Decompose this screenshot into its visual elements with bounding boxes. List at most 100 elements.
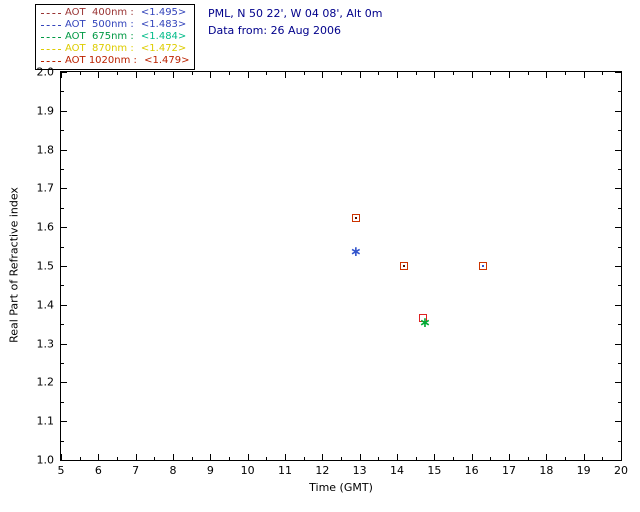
axis-tick bbox=[621, 72, 622, 78]
axis-tick bbox=[378, 72, 380, 75]
legend-label: AOT 400nm : bbox=[65, 7, 137, 18]
legend-row: AOT 1020nm : <1.479> bbox=[41, 55, 189, 67]
axis-tick bbox=[61, 169, 64, 170]
data-point-asterisk: ∗ bbox=[350, 244, 362, 261]
axis-tick bbox=[615, 227, 621, 229]
legend-value: <1.495> bbox=[140, 7, 187, 18]
axis-tick bbox=[471, 72, 473, 78]
x-tick-label: 16 bbox=[464, 464, 479, 477]
legend-line-sample-icon bbox=[41, 12, 61, 14]
axis-tick bbox=[61, 460, 67, 461]
axis-tick bbox=[135, 454, 137, 460]
data-point-asterisk: ∗ bbox=[419, 315, 431, 332]
axis-tick bbox=[191, 72, 193, 75]
legend-label: AOT 1020nm : bbox=[65, 55, 141, 66]
data-point-inner-dot bbox=[403, 265, 406, 267]
header-date: Data from: 26 Aug 2006 bbox=[208, 24, 342, 37]
axis-tick bbox=[61, 454, 62, 460]
x-tick-label: 18 bbox=[539, 464, 554, 477]
y-axis-title: Real Part of Refractive index bbox=[7, 187, 21, 343]
y-tick-label: 1.9 bbox=[36, 104, 55, 118]
axis-tick bbox=[61, 343, 67, 345]
axis-tick bbox=[618, 169, 621, 170]
axis-tick bbox=[210, 454, 212, 460]
legend-value: <1.472> bbox=[140, 43, 187, 54]
axis-tick bbox=[415, 457, 417, 460]
legend-label: AOT 675nm : bbox=[65, 31, 137, 42]
axis-tick bbox=[602, 72, 604, 75]
x-tick-label: 12 bbox=[315, 464, 330, 477]
axis-tick bbox=[285, 454, 286, 460]
x-axis-title: Time (GMT) bbox=[309, 481, 373, 494]
axis-tick bbox=[618, 363, 621, 364]
axis-tick bbox=[618, 401, 621, 403]
axis-tick bbox=[618, 285, 621, 287]
data-point-inner-dot bbox=[481, 265, 484, 267]
y-tick-label: 1.5 bbox=[36, 259, 55, 273]
axis-tick bbox=[117, 457, 118, 460]
legend-line-sample-icon bbox=[41, 36, 61, 38]
legend-line-sample-icon bbox=[41, 48, 61, 50]
axis-tick bbox=[61, 421, 67, 423]
legend-row: AOT 675nm : <1.484> bbox=[41, 31, 189, 43]
axis-tick bbox=[322, 454, 324, 460]
axis-tick bbox=[527, 457, 529, 460]
axis-tick bbox=[61, 304, 67, 306]
axis-tick bbox=[61, 149, 67, 151]
y-tick-label: 1.1 bbox=[36, 414, 55, 428]
axis-tick bbox=[247, 454, 249, 460]
axis-tick bbox=[453, 457, 454, 460]
y-tick-label: 1.4 bbox=[36, 298, 55, 312]
x-tick-label: 9 bbox=[206, 464, 214, 477]
axis-tick bbox=[565, 72, 566, 75]
axis-tick bbox=[434, 454, 436, 460]
axis-tick bbox=[490, 72, 492, 75]
axis-tick bbox=[322, 72, 324, 78]
axis-tick bbox=[247, 72, 249, 78]
axis-tick bbox=[61, 227, 67, 229]
y-tick-label: 1.8 bbox=[36, 143, 55, 157]
header-location: PML, N 50 22', W 04 08', Alt 0m bbox=[208, 7, 383, 20]
axis-tick bbox=[154, 72, 156, 75]
legend-value: <1.479> bbox=[144, 55, 190, 66]
axis-tick bbox=[61, 188, 67, 190]
x-tick-label: 8 bbox=[169, 464, 177, 477]
axis-tick bbox=[615, 149, 621, 151]
legend-row: AOT 400nm : <1.495> bbox=[41, 7, 189, 19]
axis-tick bbox=[618, 207, 621, 209]
axis-tick bbox=[618, 440, 621, 442]
x-tick-label: 10 bbox=[240, 464, 255, 477]
header: PML, N 50 22', W 04 08', Alt 0m Data fro… bbox=[208, 5, 382, 39]
axis-tick bbox=[173, 72, 174, 78]
axis-tick bbox=[61, 91, 64, 93]
axis-tick bbox=[341, 457, 342, 460]
axis-tick bbox=[61, 266, 67, 267]
axis-tick bbox=[359, 454, 361, 460]
axis-tick bbox=[266, 457, 268, 460]
axis-tick bbox=[303, 72, 305, 75]
axis-tick bbox=[546, 454, 548, 460]
axis-tick bbox=[61, 207, 64, 209]
legend-label: AOT 500nm : bbox=[65, 19, 137, 30]
axis-tick bbox=[61, 110, 67, 112]
axis-tick bbox=[615, 304, 621, 306]
axis-tick bbox=[98, 72, 100, 78]
y-tick-label: 1.6 bbox=[36, 220, 55, 234]
axis-tick bbox=[61, 246, 64, 248]
axis-tick bbox=[61, 72, 62, 78]
axis-tick bbox=[79, 457, 81, 460]
axis-tick bbox=[509, 72, 510, 78]
axis-tick bbox=[415, 72, 417, 75]
axis-tick bbox=[61, 440, 64, 442]
data-point-square bbox=[400, 262, 409, 270]
axis-tick bbox=[210, 72, 212, 78]
axis-tick bbox=[618, 91, 621, 93]
axis-tick bbox=[98, 454, 100, 460]
axis-tick bbox=[618, 324, 621, 326]
axis-tick bbox=[79, 72, 81, 75]
axis-tick bbox=[154, 457, 156, 460]
axis-tick bbox=[490, 457, 492, 460]
legend-value: <1.483> bbox=[140, 19, 187, 30]
axis-tick bbox=[397, 454, 398, 460]
data-point-inner-dot bbox=[354, 216, 357, 219]
